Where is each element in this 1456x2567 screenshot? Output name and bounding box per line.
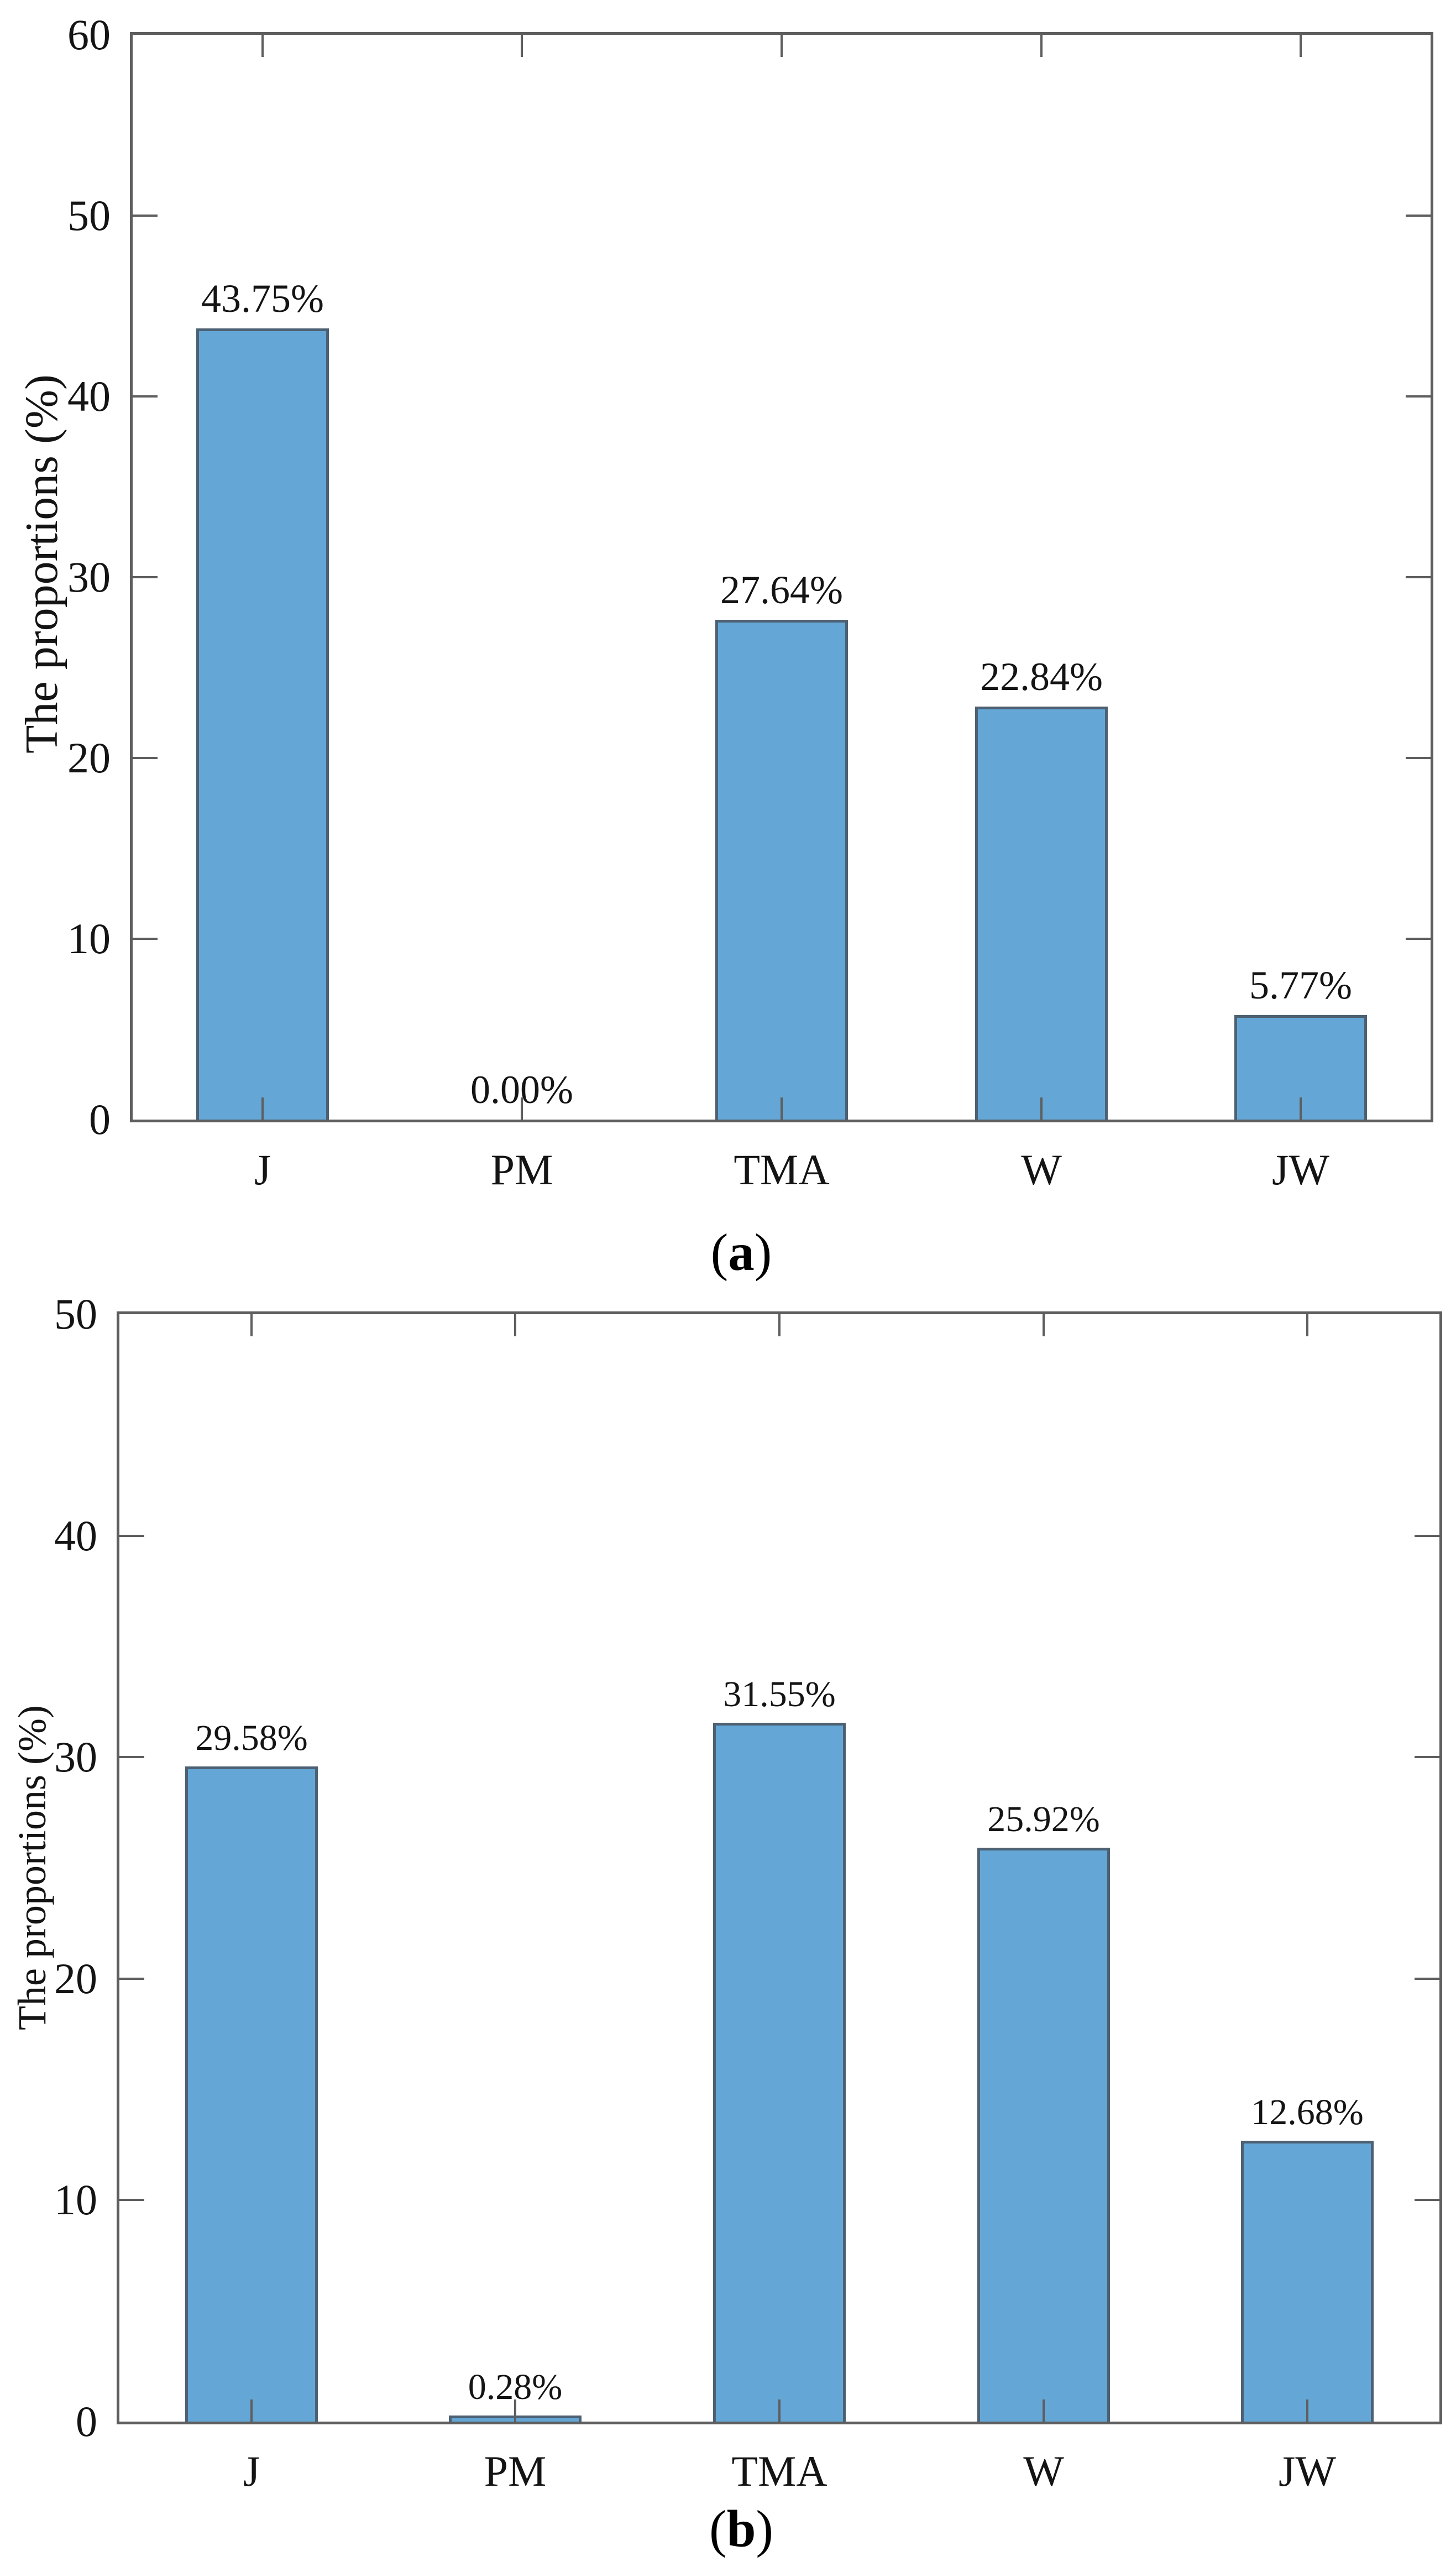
caption-letter: b (726, 2500, 756, 2558)
y-tick-right-10 (1406, 938, 1431, 940)
y-tick-left-40 (119, 1535, 144, 1537)
x-tick-top-PM (521, 35, 523, 57)
y-tick-left-20 (133, 757, 158, 759)
y-tick-right-30 (1415, 1756, 1439, 1758)
plot-area: 29.58% 0.28% 31.55% 25.92% 12.68% (117, 1311, 1442, 2424)
y-tick-right-20 (1406, 757, 1431, 759)
y-tick-label-10: 10 (67, 914, 111, 963)
x-tick-top-W (1040, 35, 1043, 57)
x-tick-bottom-JW (1306, 2399, 1308, 2422)
y-tick-label-50: 50 (67, 191, 111, 239)
x-tick-top-JW (1300, 35, 1302, 57)
y-tick-label-40: 40 (67, 372, 111, 420)
bar-value-label-PM: 0.00% (470, 1068, 573, 1112)
x-tick-bottom-TMA (781, 1097, 783, 1120)
y-tick-label-60: 60 (67, 11, 111, 59)
y-tick-left-10 (119, 2199, 144, 2201)
caption-close-paren: ) (754, 1223, 772, 1282)
x-tick-bottom-W (1040, 1097, 1043, 1120)
x-tick-bottom-J (261, 1097, 264, 1120)
y-tick-left-10 (133, 938, 158, 940)
x-category-label-JW: JW (1279, 2447, 1336, 2495)
x-category-label-JW: JW (1272, 1146, 1329, 1194)
y-tick-label-20: 20 (67, 734, 111, 782)
x-tick-top-TMA (781, 35, 783, 57)
plot-area: 43.75% 0.00% 27.64% 22.84% 5.77% (130, 32, 1433, 1122)
x-tick-top-TMA (778, 1314, 781, 1336)
x-tick-bottom-TMA (778, 2399, 781, 2422)
caption-open-paren: ( (709, 2500, 727, 2558)
bar-value-label-W: 25.92% (987, 1799, 1100, 1840)
bar-PM (449, 2416, 582, 2422)
y-tick-right-30 (1406, 576, 1431, 578)
x-category-label-J: J (243, 2447, 260, 2495)
y-tick-left-30 (119, 1756, 144, 1758)
y-tick-right-40 (1415, 1535, 1439, 1537)
bar-W (977, 1848, 1110, 2422)
y-axis-title: The proportions (%) (16, 374, 67, 754)
x-tick-bottom-PM (514, 2399, 516, 2422)
bar-value-label-J: 29.58% (195, 1718, 308, 1759)
bar-TMA (715, 620, 848, 1120)
bar-J (196, 328, 329, 1120)
x-category-label-PM: PM (490, 1146, 553, 1194)
caption-letter: a (728, 1223, 755, 1282)
y-tick-right-10 (1415, 2199, 1439, 2201)
x-tick-top-PM (514, 1314, 516, 1336)
y-tick-left-40 (133, 395, 158, 398)
x-tick-top-J (250, 1314, 253, 1336)
y-tick-label-10: 10 (54, 2176, 97, 2224)
caption-open-paren: ( (710, 1223, 729, 1282)
x-tick-bottom-PM (521, 1097, 523, 1120)
x-tick-top-W (1043, 1314, 1045, 1336)
x-category-label-TMA: TMA (731, 2447, 827, 2495)
x-tick-top-J (261, 35, 264, 57)
y-tick-right-40 (1406, 395, 1431, 398)
x-category-label-W: W (1021, 1146, 1062, 1194)
bar-value-label-W: 22.84% (980, 655, 1103, 699)
bar-value-label-PM: 0.28% (468, 2367, 563, 2408)
bar-J (185, 1766, 318, 2422)
panel-caption: (a) (658, 1225, 824, 1280)
x-tick-bottom-JW (1300, 1097, 1302, 1120)
x-category-label-J: J (254, 1146, 271, 1194)
x-category-label-TMA: TMA (734, 1146, 830, 1194)
bar-TMA (713, 1723, 846, 2422)
x-tick-bottom-J (250, 2399, 253, 2422)
y-tick-right-20 (1415, 1978, 1439, 1980)
y-tick-label-30: 30 (54, 1733, 97, 1781)
panel-caption: (b) (658, 2501, 824, 2556)
y-tick-right-50 (1406, 215, 1431, 217)
x-category-label-W: W (1023, 2447, 1064, 2495)
y-tick-left-50 (133, 215, 158, 217)
caption-close-paren: ) (756, 2500, 774, 2558)
bar-JW (1234, 1015, 1367, 1120)
y-tick-left-20 (119, 1978, 144, 1980)
bar-value-label-TMA: 27.64% (720, 568, 843, 613)
bar-value-label-TMA: 31.55% (723, 1674, 836, 1715)
x-tick-bottom-W (1043, 2399, 1045, 2422)
y-axis-title: The proportions (%) (10, 1705, 54, 2030)
y-tick-label-0: 0 (76, 2397, 97, 2445)
bar-JW (1241, 2141, 1374, 2422)
bar-value-label-J: 43.75% (201, 276, 324, 321)
y-tick-label-20: 20 (54, 1954, 97, 2003)
bar-W (975, 707, 1108, 1120)
y-tick-label-40: 40 (54, 1512, 97, 1560)
y-tick-label-30: 30 (67, 553, 111, 601)
bar-value-label-JW: 12.68% (1251, 2092, 1364, 2133)
y-tick-label-0: 0 (89, 1095, 111, 1143)
x-category-label-PM: PM (484, 2447, 547, 2495)
x-tick-top-JW (1306, 1314, 1308, 1336)
bar-value-label-JW: 5.77% (1249, 963, 1352, 1008)
y-tick-left-30 (133, 576, 158, 578)
y-tick-label-50: 50 (54, 1290, 97, 1338)
